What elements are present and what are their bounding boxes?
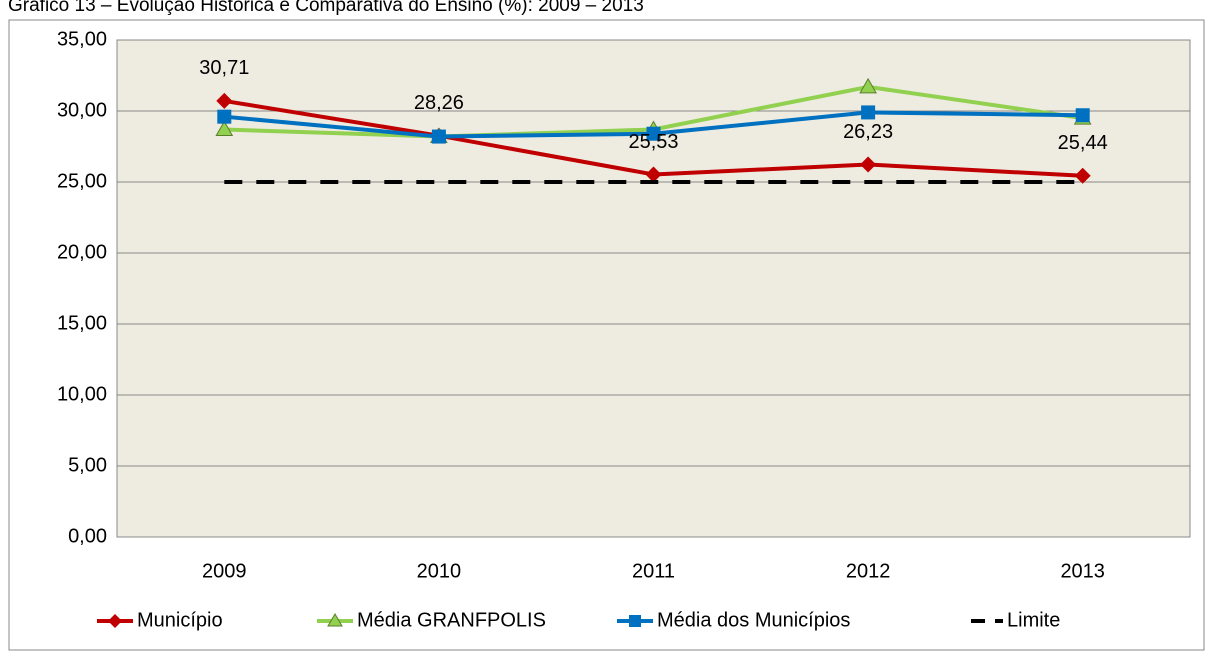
x-tick-label: 2013 bbox=[1060, 560, 1105, 582]
marker bbox=[108, 614, 122, 628]
data-label: 25,53 bbox=[628, 131, 678, 153]
y-tick-label: 20,00 bbox=[57, 241, 107, 263]
y-tick-label: 35,00 bbox=[57, 28, 107, 50]
marker bbox=[327, 613, 343, 627]
x-tick-label: 2010 bbox=[417, 560, 462, 582]
marker bbox=[1074, 167, 1091, 184]
marker bbox=[861, 105, 876, 120]
legend-label: Média GRANFPOLIS bbox=[357, 609, 546, 631]
legend-label: Município bbox=[137, 609, 223, 631]
marker bbox=[215, 120, 234, 136]
marker bbox=[645, 166, 662, 183]
y-tick-label: 10,00 bbox=[57, 383, 107, 405]
marker bbox=[646, 126, 661, 141]
y-tick-label: 5,00 bbox=[68, 454, 107, 476]
marker bbox=[431, 129, 446, 144]
x-tick-label: 2011 bbox=[632, 560, 675, 582]
y-tick-label: 15,00 bbox=[57, 312, 107, 334]
data-label: 25,44 bbox=[1058, 132, 1108, 154]
legend-label: Limite bbox=[1007, 609, 1060, 631]
marker bbox=[860, 156, 877, 173]
y-tick-label: 25,00 bbox=[57, 170, 107, 192]
plot-border bbox=[116, 39, 1191, 538]
chart-title: Gráfico 13 – Evolução Histórica e Compar… bbox=[8, 0, 644, 16]
data-label: 28,26 bbox=[414, 92, 464, 114]
marker bbox=[859, 77, 877, 94]
marker bbox=[1075, 108, 1090, 123]
data-label: 30,71 bbox=[199, 57, 249, 79]
x-tick-label: 2012 bbox=[846, 560, 891, 582]
marker bbox=[629, 615, 641, 627]
y-tick-label: 30,00 bbox=[57, 99, 107, 121]
marker bbox=[217, 109, 232, 124]
marker bbox=[216, 92, 233, 109]
legend-label: Média dos Municípios bbox=[657, 609, 850, 631]
y-tick-label: 0,00 bbox=[68, 525, 107, 547]
data-label: 26,23 bbox=[843, 121, 893, 143]
x-tick-label: 2009 bbox=[202, 560, 247, 582]
